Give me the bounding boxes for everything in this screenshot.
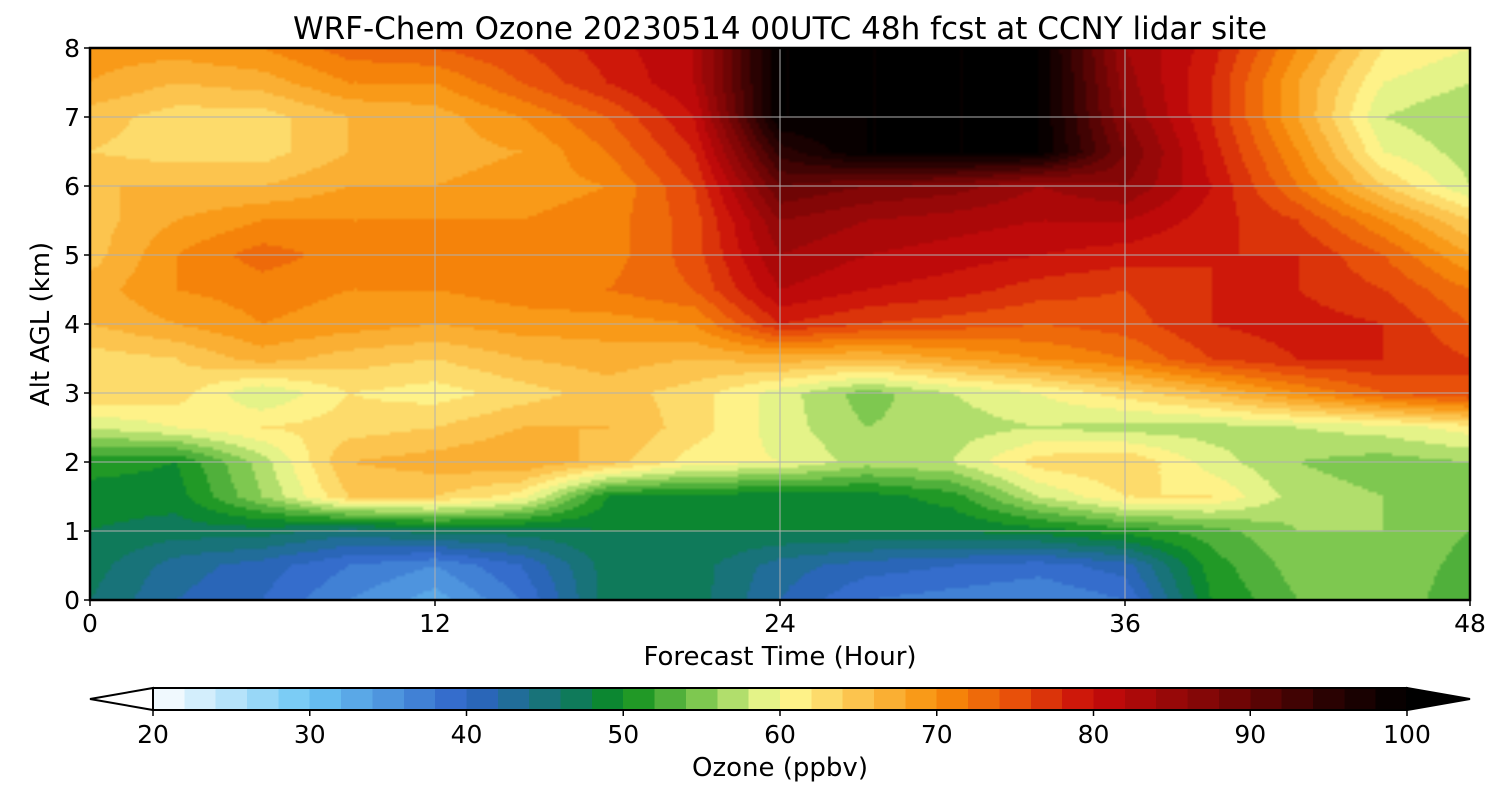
y-tick-label: 6 xyxy=(64,172,80,201)
colorbar-gradient xyxy=(153,688,1407,710)
y-tick-label: 3 xyxy=(64,379,80,408)
y-axis: 0 1 2 3 4 5 6 7 8 xyxy=(64,34,90,615)
y-tick-label: 2 xyxy=(64,448,80,477)
y-tick-label: 1 xyxy=(64,517,80,546)
x-tick-label: 24 xyxy=(764,609,796,638)
x-tick-label: 48 xyxy=(1454,609,1486,638)
grid xyxy=(90,48,1470,600)
colorbar-extend-high xyxy=(1406,686,1471,712)
colorbar-extend-low xyxy=(89,686,154,712)
colorbar-tick-label: 90 xyxy=(1234,720,1266,749)
plot-area xyxy=(88,46,1472,602)
y-tick-label: 7 xyxy=(64,103,80,132)
y-tick-label: 4 xyxy=(64,310,80,339)
colorbar-tick-label: 20 xyxy=(137,720,169,749)
x-tick-label: 36 xyxy=(1109,609,1141,638)
colorbar-tick-label: 40 xyxy=(451,720,483,749)
x-axis: 0 12 24 36 48 xyxy=(82,600,1486,638)
colorbar-ticks: 20 30 40 50 60 70 80 90 100 xyxy=(137,710,1431,749)
colorbar-tick-label: 100 xyxy=(1383,720,1431,749)
colorbar-tick-label: 60 xyxy=(764,720,796,749)
y-tick-label: 0 xyxy=(64,586,80,615)
x-tick-label: 0 xyxy=(82,609,98,638)
colorbar: 20 30 40 50 60 70 80 90 100 Ozone (ppbv) xyxy=(89,686,1471,783)
colorbar-tick-label: 50 xyxy=(607,720,639,749)
colorbar-label: Ozone (ppbv) xyxy=(692,753,868,783)
colorbar-tick-label: 80 xyxy=(1078,720,1110,749)
y-tick-label: 5 xyxy=(64,241,80,270)
y-axis-label: Alt AGL (km) xyxy=(26,242,56,406)
x-axis-label: Forecast Time (Hour) xyxy=(643,642,916,672)
x-tick-label: 12 xyxy=(419,609,451,638)
chart-title: WRF-Chem Ozone 20230514 00UTC 48h fcst a… xyxy=(293,11,1267,47)
colorbar-tick-label: 70 xyxy=(921,720,953,749)
y-tick-label: 8 xyxy=(64,34,80,63)
colorbar-tick-label: 30 xyxy=(294,720,326,749)
